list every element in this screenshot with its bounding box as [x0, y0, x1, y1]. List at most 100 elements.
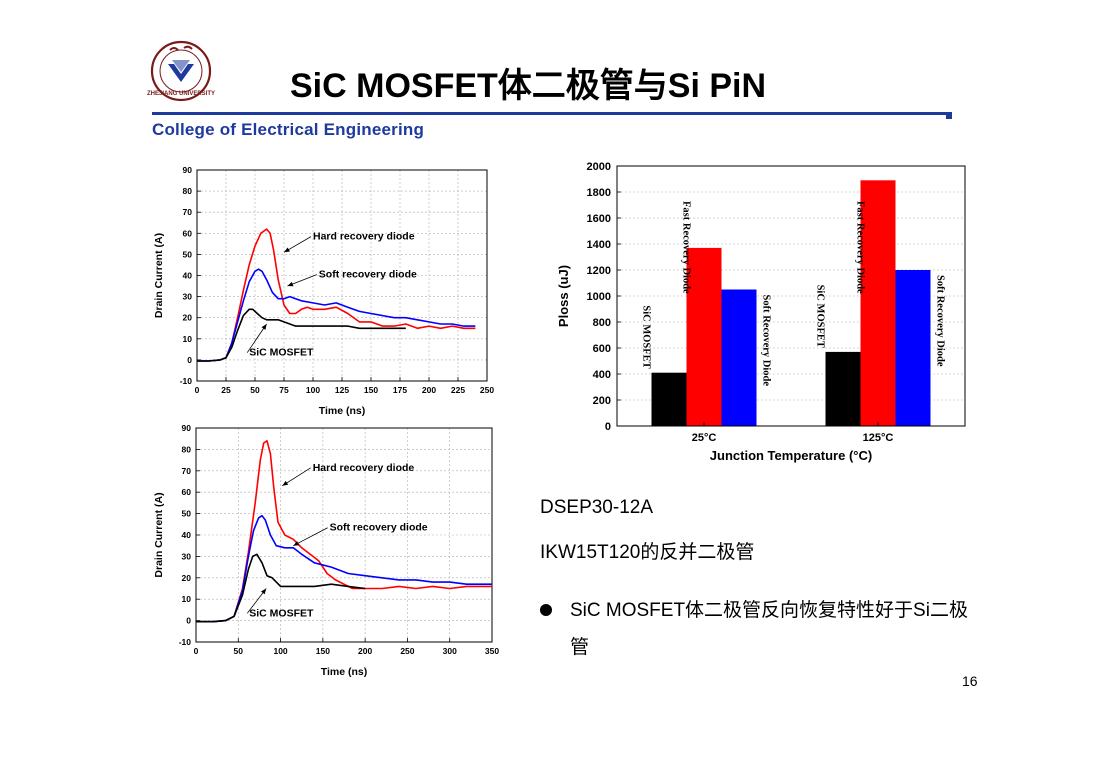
x-axis-title: Time (ns) [319, 405, 365, 417]
annotation-label: SiC MOSFET [249, 607, 314, 619]
y-tick-label: 0 [186, 616, 191, 626]
bar-soft-recovery-diode [721, 289, 757, 426]
note-diode-1: DSEP30-12A [540, 497, 654, 518]
y-tick-label: 70 [182, 466, 192, 476]
x-tick-label: 350 [485, 646, 499, 656]
x-tick-label: 50 [250, 385, 260, 395]
x-tick-label: 125 [335, 385, 349, 395]
bullet-dot-icon [540, 604, 552, 616]
x-tick-label: 100 [306, 385, 320, 395]
annotation-arrowhead [260, 588, 267, 595]
x-category-label: 125°C [863, 432, 894, 444]
y-tick-label: 1200 [587, 265, 611, 277]
bar-sic-mosfet [825, 351, 861, 426]
x-tick-label: 50 [234, 646, 244, 656]
x-tick-label: 75 [279, 385, 289, 395]
bar-fast-recovery-diode [686, 247, 722, 426]
slide-title: SiC MOSFET体二极管与Si PiN [290, 67, 767, 105]
y-tick-label: -10 [180, 376, 193, 386]
bar-label-sic-mosfet: SiC MOSFET [641, 305, 652, 368]
x-tick-label: 200 [422, 385, 436, 395]
header-rule-end [946, 113, 952, 119]
y-tick-label: 40 [182, 530, 192, 540]
x-tick-label: 250 [480, 385, 494, 395]
series-line-hard-recovery-diode [197, 228, 476, 362]
college-name: College of Electrical Engineering [152, 120, 425, 139]
logo-text: ZHEJIANG UNIVERSITY [147, 91, 215, 97]
x-tick-label: 150 [316, 646, 330, 656]
y-tick-label: 20 [183, 313, 193, 323]
annotation-arrowhead [287, 281, 294, 287]
y-tick-label: 90 [182, 423, 192, 433]
x-tick-label: 0 [195, 385, 200, 395]
x-tick-label: 100 [273, 646, 287, 656]
conclusion-bullet: SiC MOSFET体二极管反向恢复特性好于Si二极管 [540, 592, 970, 666]
y-tick-label: 50 [182, 509, 192, 519]
bar-label-sic-mosfet: SiC MOSFET [815, 285, 826, 348]
y-tick-label: 1600 [587, 213, 611, 225]
annotation-arrow [282, 467, 311, 487]
annotation-arrowhead [282, 480, 289, 486]
y-tick-label: 80 [183, 186, 193, 196]
annotation-label: Soft recovery diode [330, 522, 428, 534]
x-tick-label: 0 [194, 646, 199, 656]
y-tick-label: 60 [183, 228, 193, 238]
y-tick-label: 1800 [587, 187, 611, 199]
x-tick-label: 175 [393, 385, 407, 395]
y-tick-label: 600 [593, 343, 611, 355]
annotation-arrowhead [261, 324, 267, 330]
y-tick-label: 80 [182, 444, 192, 454]
bar-label-soft-recovery-diode: Soft Recovery Diode [761, 295, 772, 387]
y-tick-label: 40 [183, 271, 193, 281]
y-tick-label: 400 [593, 369, 611, 381]
university-logo: ZHEJIANG UNIVERSITY [147, 40, 215, 102]
page-number: 16 [962, 673, 978, 689]
bar-soft-recovery-diode [895, 270, 931, 426]
y-tick-label: 1000 [587, 291, 611, 303]
bar-fast-recovery-diode [860, 180, 896, 426]
series-line-hard-recovery-diode [196, 439, 492, 623]
bar-sic-mosfet [651, 372, 687, 426]
y-tick-label: 10 [182, 594, 192, 604]
y-tick-label: 0 [187, 355, 192, 365]
annotation-label: Hard recovery diode [313, 462, 415, 474]
annotation-arrow [293, 527, 328, 547]
y-tick-label: -10 [179, 637, 192, 647]
y-tick-label: 50 [183, 249, 193, 259]
x-tick-label: 225 [451, 385, 465, 395]
x-tick-label: 300 [443, 646, 457, 656]
x-axis-title: Junction Temperature (°C) [710, 448, 872, 463]
annotation-arrowhead [293, 541, 300, 546]
x-axis-title: Time (ns) [321, 666, 367, 678]
x-tick-label: 25 [221, 385, 231, 395]
x-tick-label: 150 [364, 385, 378, 395]
y-tick-label: 30 [182, 551, 192, 561]
y-tick-label: 20 [182, 573, 192, 583]
annotation-arrowhead [284, 247, 290, 253]
y-tick-label: 800 [593, 317, 611, 329]
bar-label-soft-recovery-diode: Soft Recovery Diode [935, 275, 946, 367]
y-axis-title: Drain Current (A) [153, 233, 165, 318]
x-category-label: 25°C [692, 432, 717, 444]
series-line-soft-recovery-diode [196, 514, 492, 623]
annotation-label: Soft recovery diode [319, 269, 417, 281]
bar-label-fast-recovery-diode: Fast Recovery Diode [855, 201, 866, 294]
series-line-sic-mosfet [197, 308, 406, 362]
y-axis-title: Ploss (uJ) [556, 265, 571, 327]
annotation-arrow [246, 323, 267, 353]
header-rule [152, 112, 952, 115]
y-tick-label: 90 [183, 165, 193, 175]
series-line-soft-recovery-diode [197, 268, 476, 362]
x-tick-label: 200 [358, 646, 372, 656]
y-tick-label: 1400 [587, 239, 611, 251]
series-line-sic-mosfet [196, 553, 366, 623]
y-tick-label: 0 [605, 421, 611, 433]
x-tick-label: 250 [400, 646, 414, 656]
y-tick-label: 2000 [587, 161, 611, 173]
bar-label-fast-recovery-diode: Fast Recovery Diode [681, 201, 692, 294]
y-axis-title: Drain Current (A) [153, 492, 165, 577]
y-tick-label: 30 [183, 292, 193, 302]
annotation-label: SiC MOSFET [249, 347, 314, 359]
note-diode-2: IKW15T120的反并二极管 [540, 542, 755, 563]
